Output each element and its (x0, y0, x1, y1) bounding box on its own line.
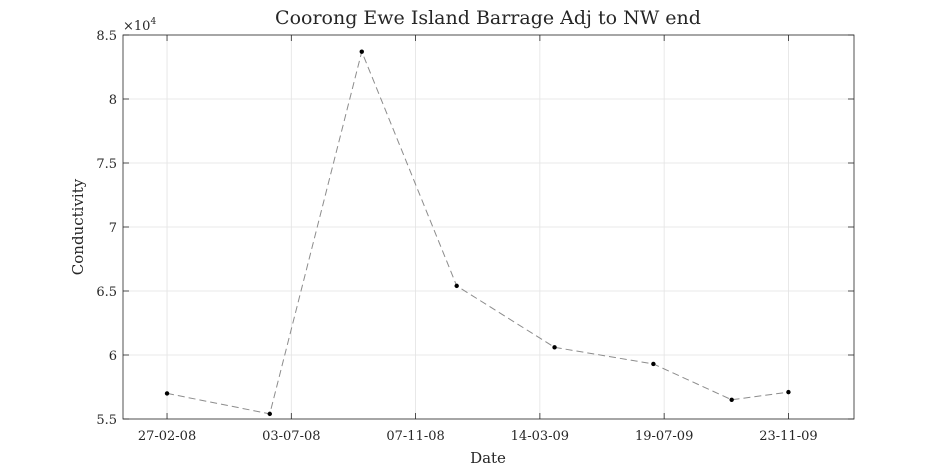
y-tick-label: 5.5 (96, 413, 117, 428)
y-tick-label: 6.5 (96, 285, 117, 300)
y-tick-label: 7 (109, 221, 117, 236)
data-point (552, 345, 557, 350)
data-point (454, 283, 459, 289)
data-point (164, 391, 170, 396)
data-point (729, 397, 734, 402)
x-axis-label: Date (470, 449, 506, 467)
series-line (166, 50, 789, 415)
chart-title: Coorong Ewe Island Barrage Adj to NW end (275, 7, 701, 29)
data-point (267, 411, 272, 417)
y-exponent-base: ×10 (123, 19, 150, 34)
x-tick-label: 27-02-08 (138, 429, 196, 444)
y-axis-label: Conductivity (69, 178, 87, 275)
data-point (359, 49, 364, 54)
y-tick-label: 8 (109, 93, 117, 108)
y-tick-label: 6 (109, 349, 117, 364)
y-tick-label: 7.5 (96, 157, 117, 172)
x-tick-label: 07-11-08 (386, 429, 444, 444)
y-exponent-power: 4 (150, 17, 156, 27)
x-tick-label: 23-11-09 (759, 429, 817, 444)
data-point (786, 389, 791, 395)
tick-labels: 27-02-08 03-07-08 07-11-08 14-03-09 19-07-09… (96, 29, 817, 444)
series-layer (164, 49, 791, 417)
x-tick-label: 03-07-08 (262, 429, 320, 444)
x-tick-label: 19-07-09 (635, 429, 693, 444)
y-tick-label: 8.5 (96, 29, 117, 44)
x-tick-label: 14-03-09 (511, 429, 569, 444)
y-axis-exponent: ×104 (123, 17, 156, 34)
data-point (651, 361, 656, 367)
tick-marks (123, 34, 854, 420)
